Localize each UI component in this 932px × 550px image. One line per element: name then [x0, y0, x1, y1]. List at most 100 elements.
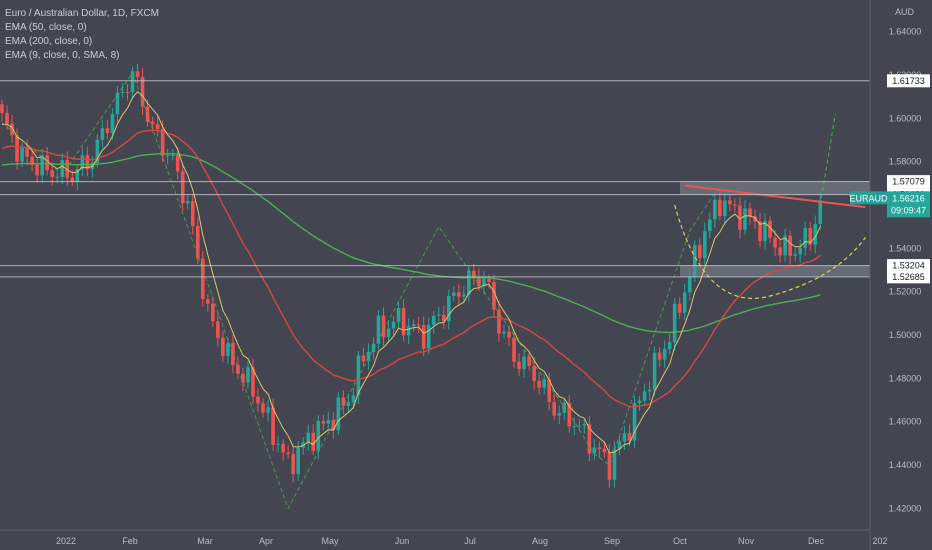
candle-body [532, 365, 536, 382]
price-tag-label: 1.57079 [892, 177, 925, 187]
y-tick-label: 1.50000 [889, 330, 922, 340]
candle-body [221, 337, 225, 357]
price-tag-label: 1.53204 [892, 261, 925, 271]
candle-body [15, 135, 19, 162]
candle-body [642, 391, 647, 401]
breakout-projection [819, 113, 836, 206]
candle-body [487, 279, 491, 282]
price-tag: 1.57079 [887, 175, 930, 189]
indicator-ema-9[interactable]: EMA (9, close, 0, SMA, 8) [5, 50, 120, 61]
candle-body [155, 124, 160, 130]
countdown-label: 09:09:47 [891, 205, 926, 215]
y-tick-label: 1.60000 [889, 113, 922, 123]
candle-body [10, 123, 14, 136]
x-tick-label: 2022 [56, 536, 76, 546]
ema-200-line [1, 153, 821, 334]
candle-body [140, 76, 145, 107]
candle-body [5, 112, 9, 124]
x-tick-label: Oct [673, 536, 688, 546]
candle-body [502, 331, 506, 334]
x-tick-label: Jun [395, 536, 410, 546]
candle-body [256, 396, 260, 404]
candle-body [396, 308, 401, 322]
indicator-ema-50[interactable]: EMA (50, close, 0) [5, 22, 87, 33]
candle-body [115, 92, 120, 115]
current-price-tag: EURAUD 1.56216 09:09:47 [849, 191, 930, 218]
price-tag-label: 1.61733 [892, 76, 925, 86]
candle-body [813, 224, 818, 245]
candle-body [778, 247, 782, 256]
candle-body [386, 328, 391, 338]
indicator-ema-200[interactable]: EMA (200, close, 0) [5, 36, 93, 47]
price-tag: 1.61733 [887, 74, 930, 88]
candle-body [356, 355, 361, 396]
candle-body [0, 104, 4, 113]
current-price-box [887, 191, 930, 218]
candle-body [30, 156, 34, 165]
ema-lines [1, 91, 821, 454]
candle-body [165, 155, 170, 157]
candle-body [682, 292, 687, 313]
candle-body [246, 367, 250, 383]
candle-body [331, 420, 336, 431]
candle-body [803, 228, 807, 248]
candle-body [416, 324, 421, 326]
candle-body [436, 314, 441, 316]
candle-body [577, 425, 582, 427]
candle-body [195, 226, 200, 259]
candle-body [522, 356, 526, 370]
candle-body [517, 361, 521, 370]
candle-body [261, 403, 265, 413]
candle-body [572, 426, 577, 428]
candle-body [507, 331, 511, 338]
candle-body [311, 432, 316, 451]
y-tick-label: 1.46000 [889, 417, 922, 427]
candle-body [60, 160, 65, 177]
candle-body [547, 379, 551, 402]
x-tick-label: Nov [738, 536, 755, 546]
candle-body [687, 276, 692, 293]
candle-body [657, 352, 662, 360]
y-tick-label: 1.64000 [889, 27, 922, 37]
candle-body [120, 91, 125, 93]
current-price-label: 1.56216 [892, 193, 925, 203]
candle-body [733, 204, 737, 206]
candle-body [150, 121, 155, 125]
candle-body [607, 452, 612, 480]
candle-body [281, 443, 285, 453]
candle-body [497, 309, 501, 334]
candle-body [446, 295, 451, 322]
candle-body [472, 270, 476, 277]
candle-body [452, 292, 456, 296]
price-tag-box [887, 270, 930, 284]
candle-body [602, 448, 607, 453]
candle-body [542, 379, 546, 388]
candle-body [758, 221, 762, 241]
candle-body [346, 402, 351, 406]
candle-body [441, 314, 446, 322]
candle-body [587, 424, 592, 454]
candle-body [723, 200, 727, 217]
candle-body [462, 294, 466, 297]
candle-body [492, 281, 496, 310]
candle-body [306, 432, 311, 443]
ema-9-line [1, 91, 821, 454]
x-tick-label: Aug [532, 536, 548, 546]
candle-body [773, 237, 777, 248]
candle-body [421, 325, 426, 349]
drawings [1, 71, 866, 510]
candle-body [768, 220, 772, 238]
candle-body [537, 381, 541, 388]
candle-body [316, 421, 321, 451]
candle-body [713, 199, 717, 220]
candle-body [637, 400, 642, 404]
candle-body [276, 443, 280, 445]
price-tag-box [887, 175, 930, 189]
candle-body [231, 342, 235, 366]
candle-body [351, 395, 356, 403]
candle-body [512, 337, 516, 362]
y-tick-label: 1.54000 [889, 243, 922, 253]
x-tick-label: Jul [464, 536, 476, 546]
